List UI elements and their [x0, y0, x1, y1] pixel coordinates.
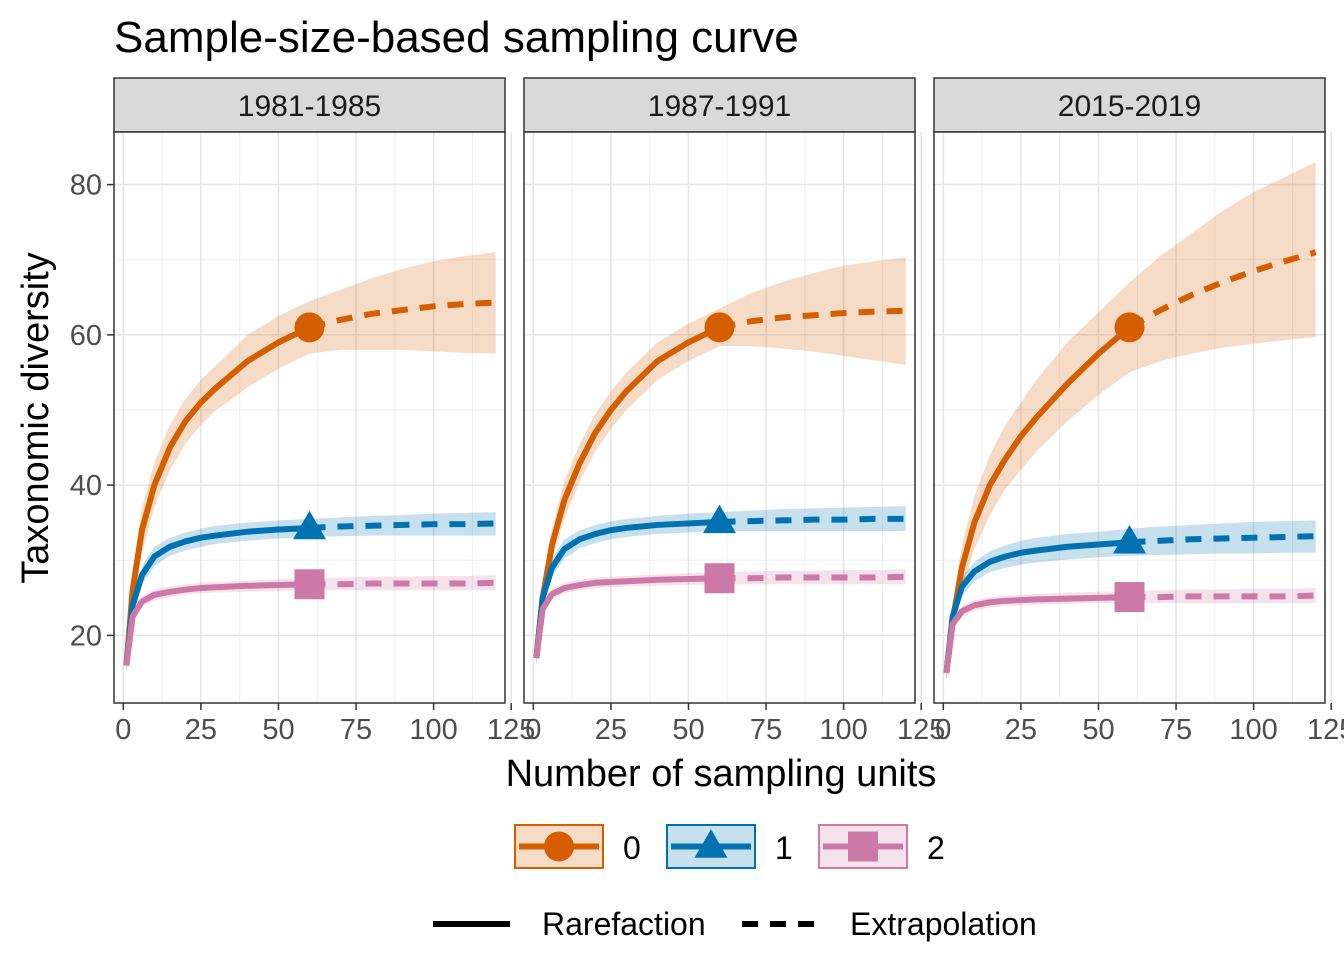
x-tick-label: 75 — [340, 714, 372, 746]
facet-panel-2: 2015-2019 0 25 50 75 100 125 — [933, 77, 1344, 746]
x-tick-label: 125 — [1307, 714, 1344, 746]
panel-border — [933, 131, 1326, 704]
legend-label-2: 2 — [927, 830, 945, 866]
rarefaction-line-0 — [533, 324, 721, 659]
extrapolation-line-1 — [1129, 533, 1316, 546]
panel-border — [523, 131, 916, 704]
x-tick-label: 125 — [487, 714, 535, 746]
x-axis: 0 25 50 75 100 125 — [525, 703, 945, 746]
y-axis: 20 40 60 80 — [70, 170, 114, 652]
legend-key-1: 1 — [666, 824, 793, 869]
rarefaction-line-2 — [943, 594, 1130, 674]
gridlines — [934, 132, 1333, 703]
observed-point-0 — [1114, 312, 1145, 343]
x-axis-title: Number of sampling units — [506, 753, 937, 795]
legend-label-1: 1 — [775, 830, 793, 866]
y-tick-label: 20 — [70, 620, 102, 652]
observed-point-0 — [704, 312, 735, 343]
chart-title: Sample-size-based sampling curve — [114, 13, 799, 62]
panel-border — [113, 131, 506, 704]
plot-background — [524, 132, 915, 703]
facet-strip — [523, 77, 916, 133]
extrapolation-line-0 — [1128, 249, 1317, 330]
observed-point-2 — [704, 563, 735, 594]
legend-key-0: 0 — [514, 824, 641, 869]
color-legend: 0 1 2 — [514, 824, 945, 869]
extrapolation-label: Extrapolation — [850, 906, 1037, 942]
confidence-band-0 — [946, 162, 1316, 681]
facet-label: 1987-1991 — [648, 90, 791, 123]
x-tick-label: 25 — [185, 714, 217, 746]
confidence-band-1 — [946, 520, 1316, 681]
extrapolation-line-0 — [718, 307, 906, 331]
rarefaction-line-1 — [943, 539, 1130, 674]
facet-label: 1981-1985 — [238, 90, 381, 123]
rarefaction-line-1 — [123, 524, 310, 666]
legend-key-marker — [544, 831, 574, 862]
x-tick-label: 25 — [595, 714, 627, 746]
x-tick-label: 100 — [1229, 714, 1277, 746]
observed-point-1 — [703, 504, 736, 534]
extrapolation-line-2 — [719, 573, 906, 582]
rarefaction-line-2 — [533, 575, 720, 659]
x-tick-label: 125 — [897, 714, 945, 746]
legend-rarefaction: Rarefaction — [433, 906, 706, 942]
y-axis-title: Taxonomic diversity — [15, 252, 57, 584]
y-tick-label: 40 — [70, 470, 102, 502]
legend-label-0: 0 — [623, 830, 641, 866]
x-tick-label: 50 — [672, 714, 704, 746]
rarefaction-line-0 — [943, 325, 1132, 674]
legend-key-marker — [848, 831, 878, 862]
x-tick-label: 0 — [935, 714, 951, 746]
x-tick-label: 50 — [1082, 714, 1114, 746]
extrapolation-line-1 — [309, 520, 496, 531]
x-tick-label: 0 — [525, 714, 541, 746]
observed-point-0 — [294, 312, 325, 343]
x-axis: 0 25 50 75 100 125 — [115, 703, 535, 746]
extrapolation-line-2 — [309, 579, 496, 588]
facet-panel-0: 1981-1985 0 25 50 75 100 125 20 40 60 80 — [70, 77, 535, 746]
x-tick-label: 100 — [409, 714, 457, 746]
series-group — [533, 257, 906, 666]
facet-label: 2015-2019 — [1058, 90, 1201, 123]
confidence-band-1 — [536, 506, 906, 666]
series-group — [123, 252, 496, 673]
legend-extrapolation: Extrapolation — [742, 906, 1037, 942]
extrapolation-line-1 — [719, 515, 906, 525]
confidence-band-1 — [126, 512, 496, 673]
observed-point-2 — [294, 569, 325, 600]
legend-key-marker — [694, 829, 728, 858]
linetype-legend: Rarefaction Extrapolation — [433, 906, 1037, 942]
extrapolation-line-2 — [1129, 592, 1316, 601]
x-tick-label: 75 — [1160, 714, 1192, 746]
x-tick-label: 75 — [750, 714, 782, 746]
legend-key-2: 2 — [818, 824, 945, 869]
extrapolation-line-0 — [308, 299, 496, 331]
x-tick-label: 100 — [819, 714, 867, 746]
y-tick-label: 80 — [70, 170, 102, 202]
gridlines — [114, 132, 513, 703]
x-tick-label: 0 — [115, 714, 131, 746]
observed-point-2 — [1114, 582, 1145, 613]
rarefaction-line-2 — [123, 581, 310, 666]
facet-strip — [113, 77, 506, 133]
series-group — [943, 162, 1317, 681]
observed-point-1 — [1113, 524, 1146, 554]
x-tick-label: 50 — [262, 714, 294, 746]
facet-panel-1: 1987-1991 0 25 50 75 100 125 — [523, 77, 945, 746]
rarefaction-line-0 — [123, 324, 311, 666]
x-tick-label: 25 — [1005, 714, 1037, 746]
rarefaction-line-1 — [533, 518, 720, 659]
observed-point-1 — [293, 510, 326, 540]
rarefaction-label: Rarefaction — [542, 906, 706, 942]
plot-background — [114, 132, 505, 703]
y-tick-label: 60 — [70, 320, 102, 352]
facet-strip — [933, 77, 1326, 133]
facet-panels: 1981-1985 0 25 50 75 100 125 20 40 60 80 1987-1991 0… — [70, 77, 1344, 746]
x-axis: 0 25 50 75 100 125 — [935, 703, 1344, 746]
